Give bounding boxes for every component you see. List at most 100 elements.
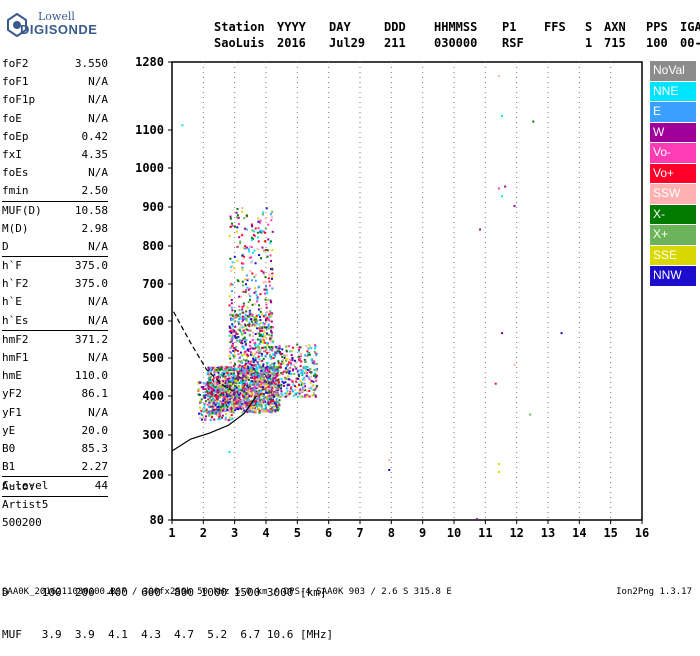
echo-point <box>283 354 286 357</box>
param-name: h`E <box>2 295 22 309</box>
echo-point <box>278 363 281 366</box>
echo-point <box>271 372 274 375</box>
echo-point <box>247 301 250 304</box>
echo-point <box>215 412 218 415</box>
echo-point <box>250 320 253 323</box>
echo-point <box>241 369 244 372</box>
echo-point <box>291 390 294 393</box>
x-tick-label: 7 <box>356 526 363 540</box>
echo-point <box>244 283 247 286</box>
echo-point <box>270 301 273 304</box>
echo-point <box>250 408 253 411</box>
echo-point <box>291 359 294 362</box>
echo-point <box>285 359 288 362</box>
echo-point <box>268 351 271 354</box>
echo-point <box>250 223 253 226</box>
echo-point <box>237 328 240 331</box>
param-value: N/A <box>88 295 108 309</box>
echo-point <box>254 316 257 319</box>
echo-point <box>231 380 234 383</box>
echo-point <box>529 413 532 416</box>
echo-point <box>217 406 220 409</box>
echo-point <box>249 295 252 298</box>
echo-point <box>203 406 206 409</box>
legend-item-w: W <box>650 122 696 142</box>
echo-point <box>228 408 231 411</box>
echo-point <box>312 391 315 394</box>
echo-point <box>211 407 214 410</box>
echo-point <box>273 365 276 368</box>
echo-point <box>267 327 270 330</box>
echo-point <box>222 395 225 398</box>
echo-point <box>210 387 213 390</box>
echo-point <box>211 394 214 397</box>
echo-point <box>234 225 237 228</box>
echo-point <box>241 305 244 308</box>
echo-point <box>268 401 271 404</box>
echo-point <box>269 300 272 303</box>
echo-point <box>292 368 295 371</box>
echo-point <box>245 402 248 405</box>
echo-point <box>314 394 317 397</box>
echo-point <box>243 375 246 378</box>
logo-line2: DIGISONDE <box>20 22 98 37</box>
echo-point <box>229 334 232 337</box>
echo-point <box>233 266 236 269</box>
echo-point <box>228 326 231 329</box>
echo-point <box>224 365 227 368</box>
echo-point <box>274 409 277 412</box>
echo-point <box>282 362 285 365</box>
echo-point <box>301 382 304 385</box>
param-name: foE <box>2 111 22 125</box>
echo-point <box>271 402 274 405</box>
echo-point <box>288 358 291 361</box>
echo-point <box>300 383 303 386</box>
param-name: hmF1 <box>2 351 29 364</box>
echo-point <box>272 400 275 403</box>
echo-point <box>216 370 219 373</box>
echo-point <box>197 389 200 392</box>
echo-point <box>243 385 246 388</box>
echo-point <box>279 395 282 398</box>
echo-point <box>259 379 262 382</box>
echo-point <box>266 310 269 313</box>
echo-point <box>260 369 263 372</box>
echo-point <box>244 359 247 362</box>
param-row: yF1 N/A <box>2 404 108 422</box>
echo-point <box>230 298 233 301</box>
echo-point <box>270 389 273 392</box>
echo-point <box>250 410 253 413</box>
echo-point <box>265 408 268 411</box>
echo-point <box>261 374 264 377</box>
echo-point <box>230 400 233 403</box>
echo-point <box>231 397 234 400</box>
echo-point <box>280 392 283 395</box>
echo-point <box>311 360 314 363</box>
echo-point <box>241 374 244 377</box>
echo-point <box>267 403 270 406</box>
echo-point <box>306 350 309 353</box>
echo-point <box>259 321 262 324</box>
echo-point <box>267 277 270 280</box>
echo-point <box>260 257 263 260</box>
echo-point <box>251 339 254 342</box>
echo-point <box>215 402 218 405</box>
echo-point <box>254 321 257 324</box>
echo-point <box>269 401 272 404</box>
echo-point <box>245 353 248 356</box>
echo-point <box>256 385 259 388</box>
echo-point <box>275 351 278 354</box>
echo-point <box>294 359 297 362</box>
echo-point <box>264 240 267 243</box>
echo-point <box>258 366 261 369</box>
echo-point <box>277 366 280 369</box>
echo-point <box>262 321 265 324</box>
echo-point <box>213 370 216 373</box>
echo-point <box>225 404 228 407</box>
echo-point <box>231 328 234 331</box>
echo-point <box>240 369 243 372</box>
echo-point <box>245 310 248 313</box>
echo-point <box>254 262 257 265</box>
echo-point <box>252 355 255 358</box>
echo-point <box>241 387 244 390</box>
